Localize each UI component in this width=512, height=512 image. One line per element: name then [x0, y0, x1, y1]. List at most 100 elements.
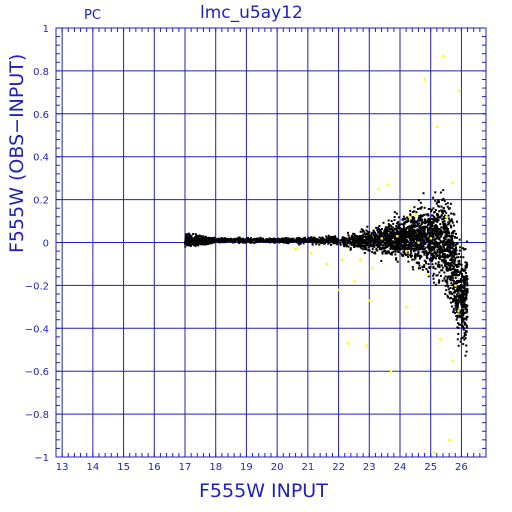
data-point — [444, 229, 447, 232]
data-point — [242, 237, 245, 240]
data-point — [284, 237, 287, 240]
data-point — [378, 237, 381, 240]
data-point — [413, 206, 416, 209]
data-point — [213, 238, 216, 241]
data-point — [378, 228, 381, 231]
data-point — [441, 253, 444, 256]
data-point — [345, 237, 348, 240]
data-point — [401, 253, 404, 256]
data-point — [438, 254, 441, 257]
data-point — [396, 246, 399, 249]
data-point — [200, 239, 203, 242]
data-point — [367, 246, 370, 249]
data-point — [379, 248, 382, 251]
data-point — [400, 237, 403, 240]
data-point — [454, 311, 457, 314]
data-point — [290, 240, 293, 243]
data-point — [454, 246, 457, 249]
data-point — [444, 262, 447, 265]
data-point — [403, 244, 406, 247]
data-point — [400, 229, 403, 232]
data-point — [447, 238, 450, 241]
data-point — [402, 223, 405, 226]
data-point — [437, 219, 440, 222]
data-point — [248, 239, 251, 242]
data-point — [433, 230, 436, 233]
data-point — [466, 277, 469, 280]
data-point — [443, 277, 446, 280]
data-point — [404, 254, 407, 257]
data-point — [384, 249, 387, 252]
data-point — [412, 240, 415, 243]
data-point — [444, 260, 447, 263]
data-point — [460, 316, 463, 319]
data-point — [438, 205, 441, 208]
data-point — [256, 237, 259, 240]
data-point — [436, 246, 439, 249]
data-point — [201, 237, 204, 240]
data-point — [381, 246, 384, 249]
data-point — [414, 237, 417, 240]
data-point — [202, 243, 205, 246]
highlight-point — [408, 215, 411, 219]
data-point — [381, 251, 384, 254]
data-point — [398, 246, 401, 249]
data-point — [372, 240, 375, 243]
data-point — [285, 237, 288, 240]
data-point — [221, 237, 224, 240]
data-point — [296, 238, 299, 241]
data-point — [392, 229, 395, 232]
data-point — [441, 243, 444, 246]
data-point — [454, 252, 457, 255]
data-point — [376, 242, 379, 245]
data-point — [365, 229, 368, 232]
data-point — [356, 235, 359, 238]
data-point — [397, 223, 400, 226]
data-point — [441, 212, 444, 215]
data-point — [379, 230, 382, 233]
data-point — [308, 237, 311, 240]
data-point — [447, 230, 450, 233]
data-point — [429, 225, 432, 228]
data-point — [382, 221, 385, 224]
data-point — [351, 239, 354, 242]
data-point — [236, 239, 239, 242]
data-point — [289, 238, 292, 241]
data-point — [409, 249, 412, 252]
data-point — [420, 239, 423, 242]
data-point — [318, 236, 321, 239]
data-point — [397, 251, 400, 254]
data-point — [451, 239, 454, 242]
data-point — [464, 265, 467, 268]
data-point — [449, 269, 452, 272]
data-point — [403, 234, 406, 237]
data-point — [461, 285, 464, 288]
data-point — [452, 230, 455, 233]
data-point — [455, 256, 458, 259]
data-point — [456, 274, 459, 277]
data-point — [428, 247, 431, 250]
data-point — [351, 235, 354, 238]
y-tick-label: −0.6 — [25, 367, 49, 378]
data-point — [425, 268, 428, 271]
data-point — [383, 246, 386, 249]
data-point — [434, 209, 437, 212]
data-point — [251, 241, 254, 244]
data-point — [427, 229, 430, 232]
data-point — [332, 241, 335, 244]
data-point — [439, 274, 442, 277]
data-point — [459, 294, 462, 297]
data-point — [244, 238, 247, 241]
data-point — [461, 275, 464, 278]
data-point — [466, 290, 469, 293]
data-point — [462, 308, 465, 311]
data-point — [330, 243, 333, 246]
data-point — [378, 245, 381, 248]
data-point — [434, 267, 437, 270]
data-point — [404, 229, 407, 232]
data-point — [465, 295, 468, 298]
data-point — [387, 219, 390, 222]
data-point — [455, 236, 458, 239]
data-point — [418, 228, 421, 231]
data-point — [391, 247, 394, 250]
